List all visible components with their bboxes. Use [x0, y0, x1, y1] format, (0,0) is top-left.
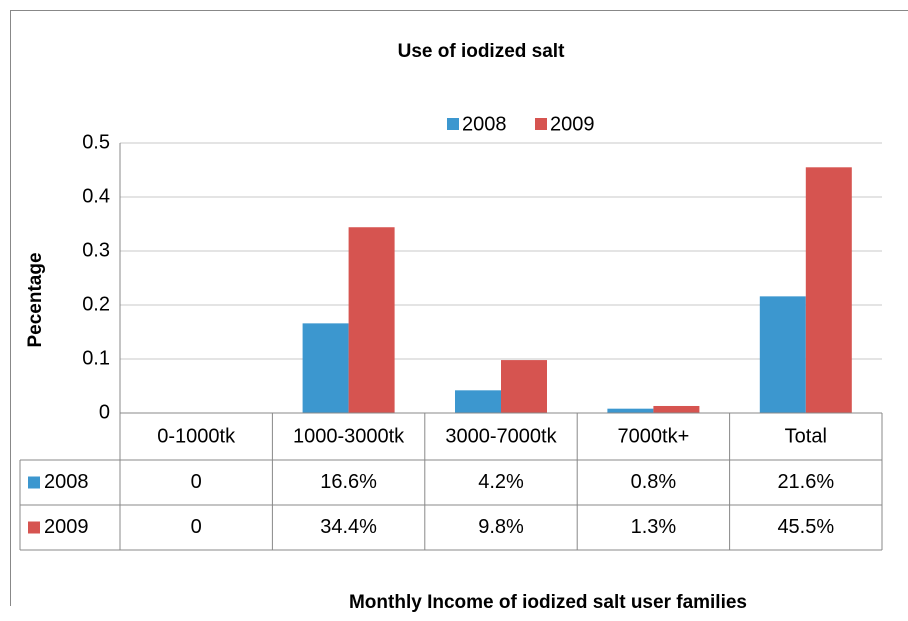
- table-row-label: 2008: [44, 471, 89, 493]
- table-cell: 34.4%: [320, 516, 377, 538]
- table-cell: 0: [191, 516, 202, 538]
- bar: [653, 405, 700, 413]
- bar: [805, 167, 852, 413]
- y-tick-label: 0.3: [82, 239, 110, 261]
- y-tick-label: 0: [99, 401, 110, 423]
- legend-key: [535, 118, 547, 130]
- table-cell: 21.6%: [777, 471, 834, 493]
- bar: [501, 360, 547, 413]
- table-legend-key: [28, 476, 40, 489]
- table-cell: 1.3%: [631, 516, 677, 538]
- y-tick-label: 0.1: [82, 347, 110, 369]
- table-cell: 0.8%: [631, 471, 677, 493]
- bar: [348, 227, 395, 413]
- legend-key: [447, 118, 459, 130]
- table-cell: 0: [191, 471, 202, 493]
- x-axis-title: Monthly Income of iodized salt user fami…: [349, 592, 747, 613]
- x-tick-label: 7000tk+: [618, 425, 690, 447]
- bar: [302, 323, 349, 413]
- table-cell: 45.5%: [777, 516, 834, 538]
- bar: [759, 296, 806, 413]
- table-legend-key: [28, 521, 40, 534]
- y-axis-title: Pecentage: [25, 252, 46, 347]
- y-tick-label: 0.4: [82, 185, 110, 207]
- table-cell: 16.6%: [320, 471, 377, 493]
- y-tick-label: 0.2: [82, 293, 110, 315]
- x-tick-label: 3000-7000tk: [445, 425, 557, 447]
- legend-label: 2008: [462, 113, 507, 135]
- x-tick-label: Total: [785, 425, 827, 447]
- bar: [455, 390, 501, 413]
- table-cell: 9.8%: [478, 516, 524, 538]
- x-tick-label: 1000-3000tk: [293, 425, 405, 447]
- bar: [607, 408, 654, 413]
- chart-title: Use of iodized salt: [398, 41, 565, 62]
- y-tick-label: 0.5: [82, 131, 110, 153]
- legend-label: 2009: [550, 113, 595, 135]
- table-row-label: 2009: [44, 516, 89, 538]
- table-cell: 4.2%: [478, 471, 524, 493]
- x-tick-label: 0-1000tk: [157, 425, 236, 447]
